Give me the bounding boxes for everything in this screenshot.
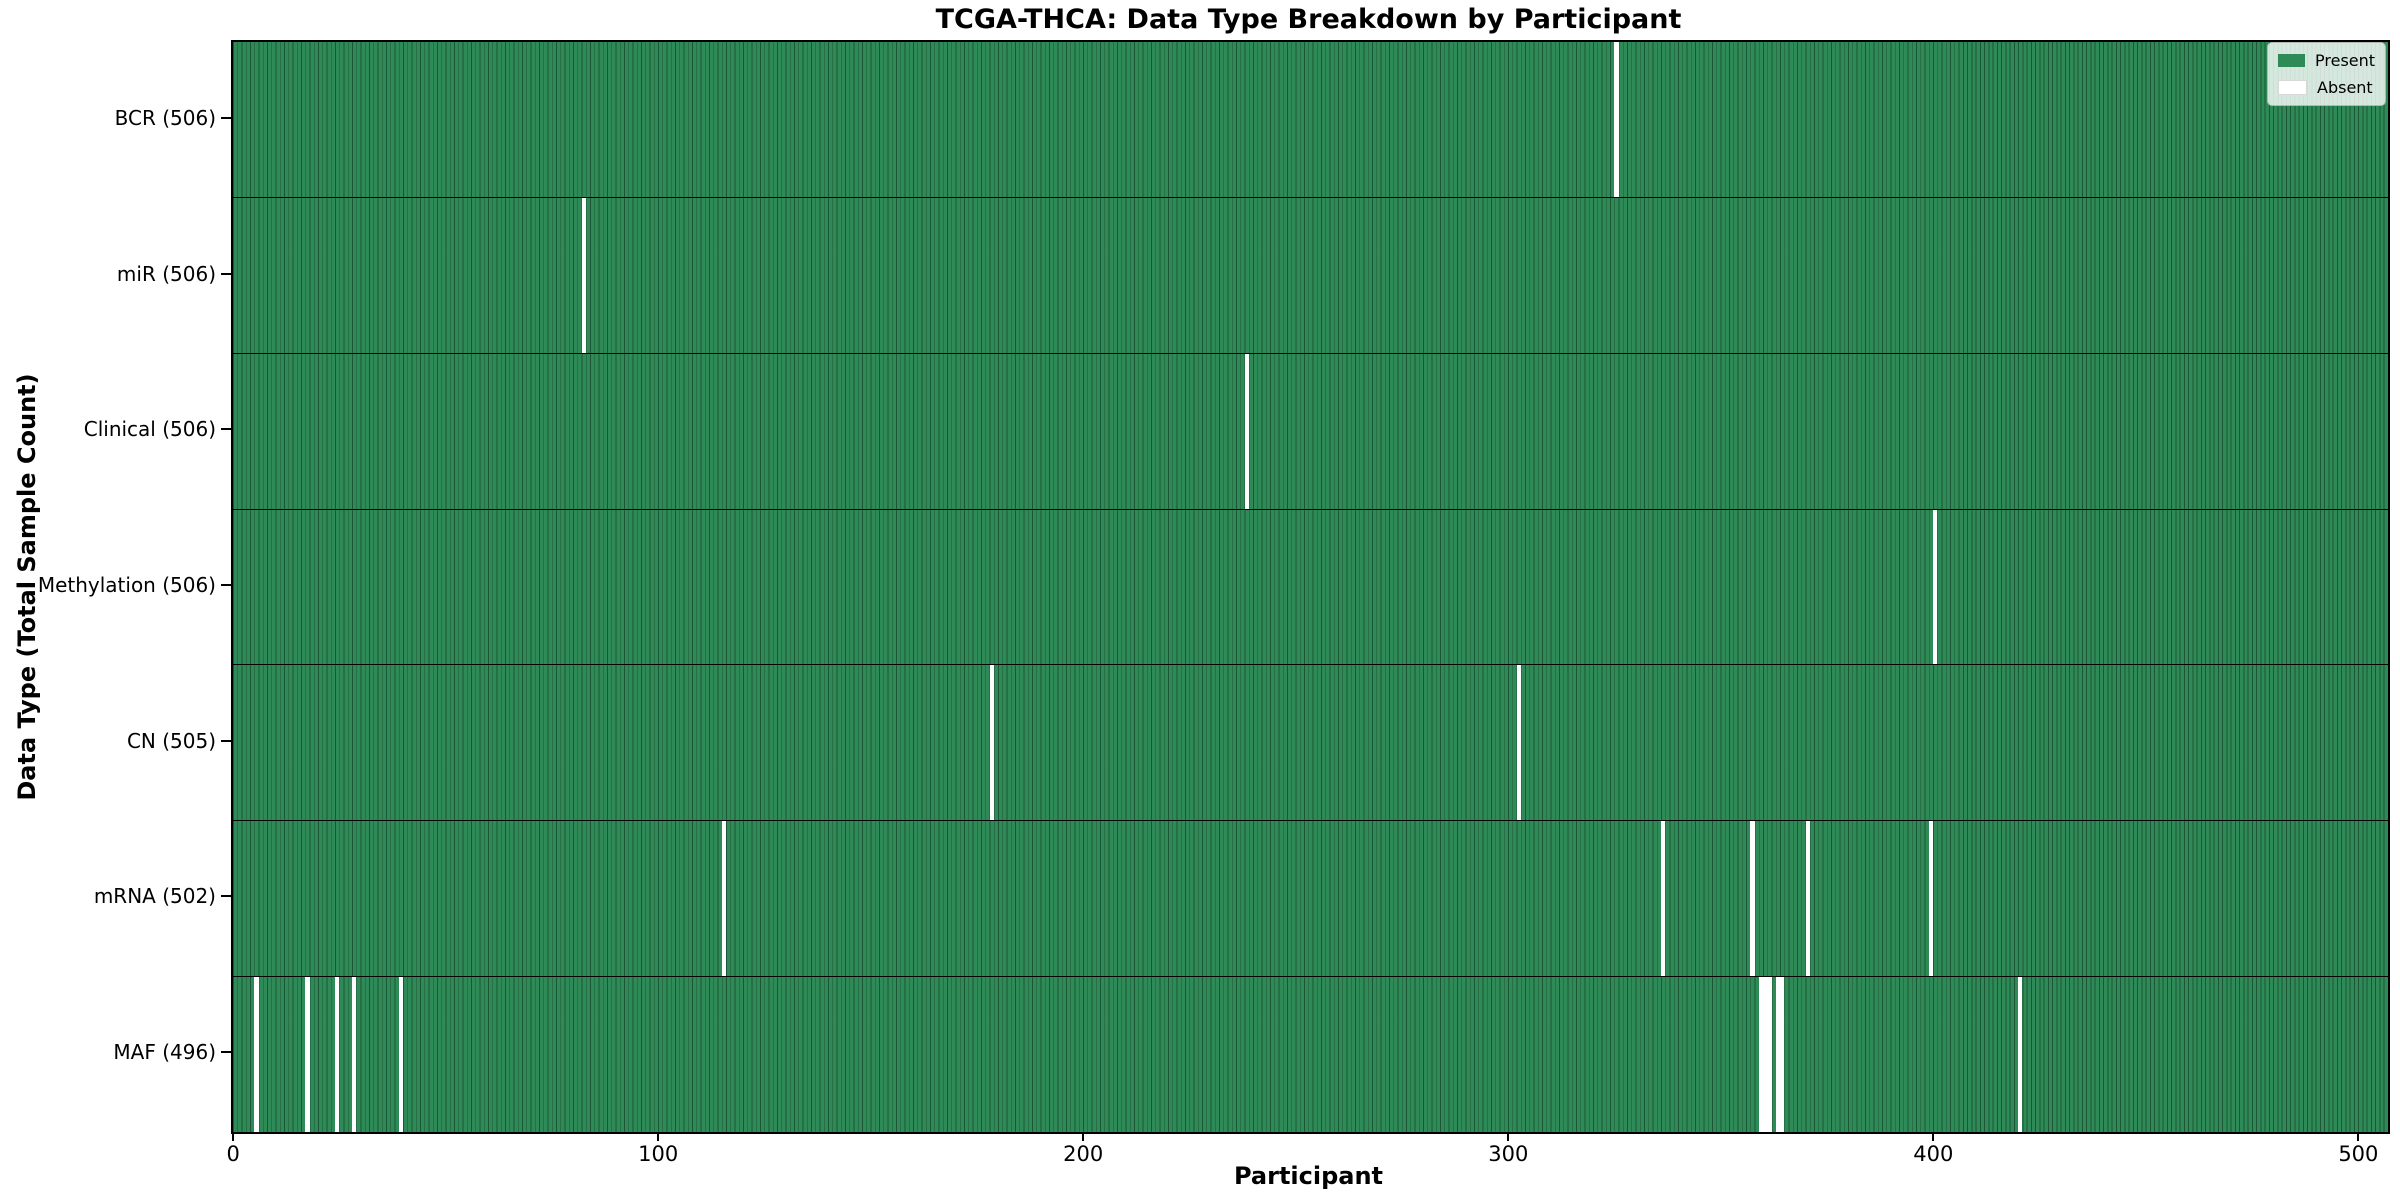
x-tick-mark: [2357, 1132, 2360, 1141]
absent-stripe: [1244, 353, 1249, 509]
y-tick-mark: [221, 1051, 231, 1054]
absent-stripe: [1767, 977, 1772, 1133]
absent-stripe: [1750, 821, 1755, 977]
y-tick-mark: [221, 739, 231, 742]
row-maf: [233, 976, 2388, 1133]
absent-stripe: [989, 665, 994, 821]
legend-label-present: Present: [2315, 51, 2376, 70]
row-cn: [233, 664, 2388, 821]
absent-stripe: [721, 821, 727, 977]
x-tick-label: 500: [2338, 1142, 2379, 1166]
y-tick-label: CN (505): [126, 728, 216, 753]
absent-stripe: [1516, 665, 1521, 821]
x-tick-mark: [1507, 1132, 1510, 1141]
plot-area: [231, 40, 2390, 1134]
absent-stripe: [1775, 977, 1781, 1133]
absent-stripe: [1780, 977, 1785, 1133]
legend-entry-absent: Absent: [2278, 78, 2375, 97]
absent-stripe: [305, 977, 310, 1133]
absent-swatch-icon: [2278, 80, 2307, 95]
y-tick-label: Methylation (506): [37, 573, 216, 597]
absent-stripe: [1661, 821, 1666, 977]
x-tick-label: 400: [1913, 1142, 1954, 1166]
absent-stripe: [335, 977, 340, 1133]
y-tick-mark: [221, 428, 231, 431]
absent-stripe: [398, 977, 404, 1133]
row-mir: [233, 196, 2388, 353]
legend-label-absent: Absent: [2317, 78, 2373, 97]
y-tick-label: BCR (506): [114, 105, 216, 130]
y-tick-mark: [221, 116, 231, 119]
absent-stripe: [1758, 977, 1764, 1133]
row-clinical: [233, 352, 2388, 509]
x-tick-label: 0: [226, 1142, 240, 1166]
x-tick-mark: [232, 1132, 235, 1141]
absent-stripe: [352, 977, 357, 1133]
x-tick-mark: [657, 1132, 660, 1141]
absent-stripe: [581, 197, 586, 353]
row-mrna: [233, 820, 2388, 977]
absent-stripe: [1805, 821, 1810, 977]
present-swatch-icon: [2278, 54, 2305, 67]
y-tick-mark: [221, 584, 231, 586]
x-tick-label: 100: [638, 1142, 679, 1166]
x-tick-mark: [1082, 1132, 1085, 1141]
legend: Present Absent: [2267, 42, 2387, 106]
x-tick-label: 300: [1488, 1142, 1529, 1166]
y-tick-label: miR (506): [116, 261, 216, 286]
y-tick-mark: [221, 895, 231, 898]
absent-stripe: [1928, 821, 1934, 977]
absent-stripe: [1933, 509, 1938, 665]
absent-stripe: [1614, 42, 1619, 197]
x-axis-label: Participant: [1233, 1162, 1384, 1190]
legend-entry-present: Present: [2278, 51, 2375, 70]
x-tick-mark: [1932, 1132, 1935, 1141]
absent-stripe: [1763, 977, 1768, 1133]
row-methylation: [233, 508, 2388, 665]
y-tick-label: MAF (496): [113, 1040, 216, 1065]
row-bcr: [233, 42, 2388, 197]
y-tick-mark: [221, 272, 231, 275]
y-tick-label: Clinical (506): [83, 417, 216, 442]
absent-stripe: [2018, 977, 2023, 1133]
y-tick-label: mRNA (502): [93, 884, 216, 909]
x-tick-label: 200: [1063, 1142, 1104, 1166]
absent-stripe: [254, 977, 259, 1133]
chart-title: TCGA-THCA: Data Type Breakdown by Partic…: [935, 4, 1682, 35]
